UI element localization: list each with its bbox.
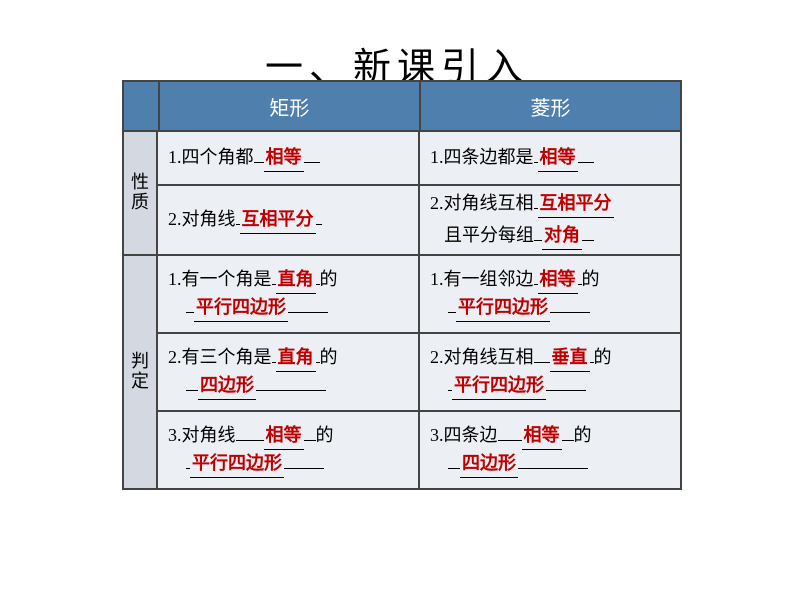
text: 的 <box>594 347 612 367</box>
text: 1.有一个角是 <box>168 269 272 289</box>
judge-r2-rect: 2.有三个角是直角的 四边形 <box>157 333 419 411</box>
answer: 垂直 <box>550 344 590 372</box>
prop-r2-rect: 2.对角线互相平分 <box>157 185 419 255</box>
judge-r3-rhom: 3.四条边 相等的 四边形 <box>419 411 681 489</box>
answer: 直角 <box>276 266 316 294</box>
side-judge: 判定 <box>123 255 157 489</box>
judge-block: 判定 1.有一个角是直角的 平行四边形 1.有一组邻边相等的 <box>123 255 681 489</box>
text: 的 <box>582 269 600 289</box>
answer: 相等 <box>522 422 562 450</box>
property-block: 性质 1.四个角都相等 1.四条边都是相等 2.对角线互相平分 <box>123 131 681 255</box>
answer: 对角 <box>542 222 582 250</box>
answer: 互相平分 <box>538 190 614 218</box>
answer: 相等 <box>264 422 304 450</box>
answer: 四边形 <box>198 372 256 400</box>
judge-r1-rect: 1.有一个角是直角的 平行四边形 <box>157 255 419 333</box>
text: 的 <box>320 269 338 289</box>
answer: 平行四边形 <box>452 372 546 400</box>
prop-r1-rhom: 1.四条边都是相等 <box>419 131 681 185</box>
judge-r3-rect: 3.对角线 相等的 平行四边形 <box>157 411 419 489</box>
header-rhombus: 菱形 <box>420 81 681 131</box>
answer: 平行四边形 <box>190 450 284 478</box>
text: 1.四条边都是 <box>430 147 534 167</box>
answer: 互相平分 <box>240 206 316 234</box>
text: 的 <box>320 347 338 367</box>
answer: 四边形 <box>460 450 518 478</box>
header-blank <box>123 81 159 131</box>
side-property: 性质 <box>123 131 157 255</box>
text: 1.四个角都 <box>168 147 254 167</box>
judge-r1-rhom: 1.有一组邻边相等的 平行四边形 <box>419 255 681 333</box>
answer: 直角 <box>276 344 316 372</box>
prop-r2-rhom: 2.对角线互相互相平分 且平分每组对角 <box>419 185 681 255</box>
text: 2.对角线 <box>168 209 236 229</box>
answer: 相等 <box>264 144 304 172</box>
text: 2.对角线互相 <box>430 193 534 213</box>
judge-r2-rhom: 2.对角线互相垂直的 平行四边形 <box>419 333 681 411</box>
text: 3.四条边 <box>430 425 498 445</box>
header-row: 矩形 菱形 <box>123 81 681 131</box>
answer: 平行四边形 <box>456 294 550 322</box>
answer: 相等 <box>538 144 578 172</box>
text: 且平分每组 <box>444 225 534 245</box>
answer: 相等 <box>538 266 578 294</box>
answer: 平行四边形 <box>194 294 288 322</box>
text: 3.对角线 <box>168 425 236 445</box>
text: 2.有三个角是 <box>168 347 272 367</box>
side-property-label: 性质 <box>131 173 149 213</box>
text: 的 <box>574 425 592 445</box>
header-rect: 矩形 <box>159 81 420 131</box>
side-judge-label: 判定 <box>131 352 149 392</box>
prop-r1-rect: 1.四个角都相等 <box>157 131 419 185</box>
text: 1.有一组邻边 <box>430 269 534 289</box>
text: 的 <box>316 425 334 445</box>
text: 2.对角线互相 <box>430 347 534 367</box>
comparison-table: 矩形 菱形 性质 1.四个角都相等 1.四条边都是相等 <box>122 80 682 490</box>
